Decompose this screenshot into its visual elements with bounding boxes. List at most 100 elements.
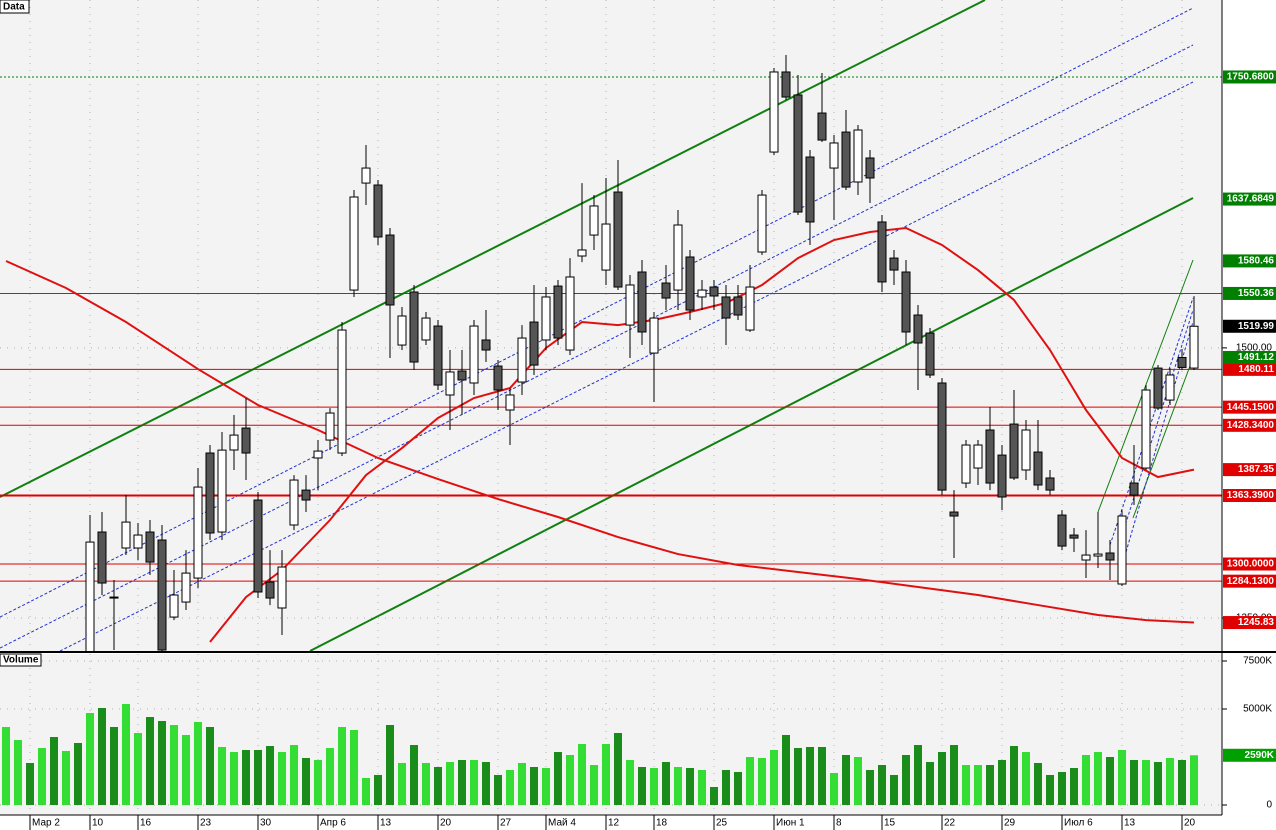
volume-bar	[1142, 759, 1150, 805]
volume-bar	[1058, 771, 1066, 805]
volume-bar	[578, 744, 586, 805]
volume-bar	[1034, 762, 1042, 805]
candle-body	[229, 434, 239, 451]
x-tick-label: 16	[140, 818, 152, 829]
y-tick-label: 0	[1266, 800, 1272, 811]
volume-bar	[758, 757, 766, 805]
volume-bar	[926, 761, 934, 805]
volume-bar	[890, 774, 898, 805]
candle-body	[1045, 477, 1055, 491]
price-tag-label: 1750.6800	[1227, 72, 1275, 83]
volume-bar	[494, 774, 502, 805]
x-tick-label: 13	[380, 818, 392, 829]
candle-body	[385, 234, 395, 306]
candle-body	[433, 325, 443, 386]
x-tick-label: 30	[260, 818, 272, 829]
volume-bar	[314, 759, 322, 805]
grid	[0, 0, 1222, 815]
x-tick-label: 20	[440, 818, 452, 829]
volume-bar	[1118, 749, 1126, 805]
price-tag	[1223, 463, 1276, 477]
candle-body	[841, 131, 851, 188]
x-tick-label: 27	[500, 818, 512, 829]
volume-bar	[554, 752, 562, 805]
x-tick-label: 25	[716, 818, 728, 829]
price-tag	[1223, 489, 1276, 503]
volume-bar	[338, 727, 346, 805]
price-tag-label: 1245.83	[1238, 617, 1275, 628]
trend-line	[309, 197, 1194, 651]
candle-body	[481, 339, 491, 351]
volume-bar	[326, 747, 334, 805]
candle-body	[121, 521, 131, 549]
volume-bar	[170, 724, 178, 805]
volume-bar	[14, 740, 22, 805]
volume-bar	[878, 765, 886, 805]
volume-bar	[62, 750, 70, 805]
volume-bar	[1154, 761, 1162, 805]
price-tag	[1223, 350, 1276, 364]
volume-bar	[866, 769, 874, 805]
price-tag-label: 1387.35	[1238, 464, 1275, 475]
trend-line	[1132, 349, 1197, 519]
volume-bar	[26, 762, 34, 805]
candle-body	[1021, 429, 1031, 471]
candle-body	[409, 291, 419, 363]
volume-bar	[470, 759, 478, 805]
price-tag-label: 1480.11	[1238, 364, 1274, 375]
volume-bar	[2, 727, 10, 805]
volume-bar	[770, 749, 778, 805]
candle-body	[769, 71, 779, 153]
candle-body	[961, 444, 971, 484]
volume-bar	[674, 767, 682, 805]
candle-body	[277, 566, 287, 609]
volume-bar	[1166, 757, 1174, 805]
volume-bar	[194, 722, 202, 805]
candle-body	[325, 412, 335, 441]
volume-bar	[374, 774, 382, 805]
trend-line	[0, 7, 1194, 618]
volume-bar	[638, 767, 646, 805]
candle-body	[529, 321, 539, 366]
candle-body	[901, 271, 911, 333]
candle-body	[517, 337, 527, 383]
price-tag	[1223, 616, 1276, 630]
candle-body	[721, 296, 731, 319]
volume-bar	[458, 759, 466, 805]
volume-bar	[434, 767, 442, 805]
volume-bar	[362, 778, 370, 805]
volume-bar	[254, 749, 262, 805]
volume-bar	[698, 769, 706, 805]
volume-bar	[158, 721, 166, 805]
volume-bar	[614, 733, 622, 805]
candle-body	[565, 276, 575, 351]
x-tick-label: Май 4	[548, 818, 576, 829]
candle-body	[1117, 515, 1127, 585]
volume-bar	[686, 768, 694, 805]
volume-bar	[566, 755, 574, 805]
price-tag-label: 1550.36	[1238, 288, 1275, 299]
volume-bar	[422, 762, 430, 805]
candle-body	[157, 539, 167, 651]
volume-bar	[518, 762, 526, 805]
volume-bar	[86, 712, 94, 805]
candle-body	[109, 596, 119, 599]
candle-body	[169, 594, 179, 618]
volume-bar	[602, 744, 610, 805]
candle-body	[985, 429, 995, 484]
price-tag	[1223, 70, 1276, 84]
candle-body	[205, 452, 215, 534]
x-tick-label: 29	[1004, 818, 1016, 829]
price-tag	[1223, 557, 1276, 571]
candle-body	[505, 394, 515, 411]
right-axis	[1222, 0, 1276, 830]
price-tag	[1223, 319, 1276, 333]
volume-bar	[398, 762, 406, 805]
candle-body	[685, 256, 695, 311]
axis-labels: Мар 2 10 16 23 30 Апр 6 13 20 27 Май 4 12 18 25 Июн 1…	[29, 70, 1276, 830]
x-tick-label: 22	[944, 818, 956, 829]
candle-body	[601, 223, 611, 271]
volume-bar	[1094, 752, 1102, 805]
